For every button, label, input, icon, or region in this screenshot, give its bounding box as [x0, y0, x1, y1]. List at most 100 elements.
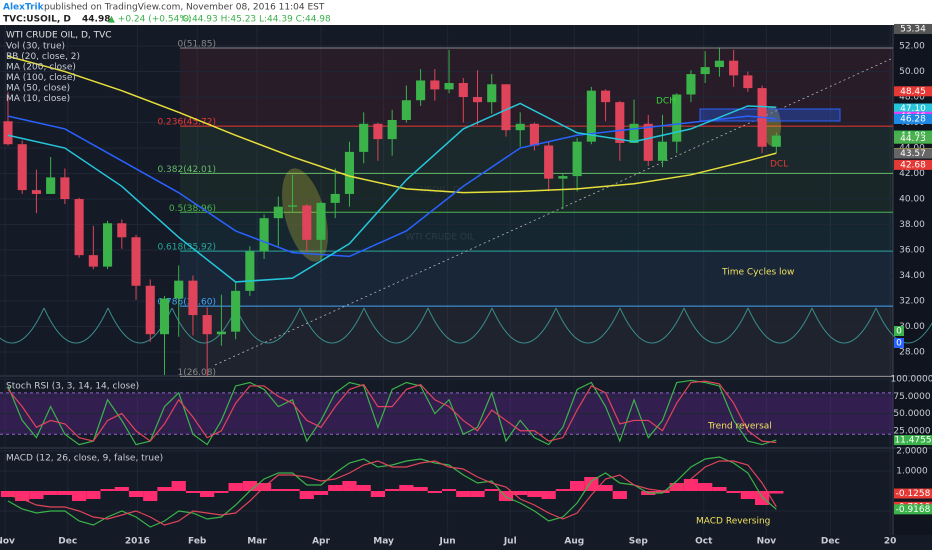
annotation: DCL	[770, 160, 788, 170]
time-cycle	[43, 307, 109, 344]
price-label-box	[894, 23, 932, 34]
fib-label: 0.618(35.92)	[157, 243, 216, 253]
histogram-bar	[712, 487, 727, 491]
indicator-label: MA (200, close)	[6, 63, 76, 73]
x-tick-label: Apr	[312, 537, 330, 547]
histogram-bar	[128, 491, 144, 497]
x-tick-label: Jun	[439, 537, 456, 547]
histogram-bar	[71, 491, 87, 501]
candle-body	[88, 255, 98, 267]
histogram-bar	[470, 491, 485, 497]
candle-body	[245, 251, 255, 291]
histogram-bar	[754, 491, 770, 505]
time-cycle	[555, 307, 621, 344]
histogram-bar	[356, 485, 371, 491]
histogram-bar	[726, 491, 741, 493]
change: ▲ +0.24 (+0.54%)	[108, 15, 191, 25]
candle-body	[743, 75, 753, 89]
histogram-bar	[683, 479, 699, 491]
candle-body	[544, 145, 554, 179]
candle-body	[31, 190, 41, 194]
candle-body	[643, 123, 653, 161]
histogram-bar	[285, 489, 300, 491]
price-label-box	[894, 86, 932, 97]
histogram-bar	[114, 487, 129, 491]
y-tick-label: 30.00	[899, 322, 925, 332]
fib-label: 0.5(38.96)	[169, 204, 216, 214]
y-tick-label: 1.0000	[896, 467, 928, 477]
candle-body	[159, 298, 170, 335]
time-cycle	[363, 307, 429, 344]
histogram-bar	[413, 487, 428, 491]
annotation: DCH	[656, 97, 676, 107]
histogram-bar	[185, 491, 201, 493]
candle-body	[700, 67, 710, 75]
value-label-box	[894, 504, 932, 515]
candle-body	[60, 177, 70, 200]
indicator-label: BB (20, close, 2)	[6, 52, 80, 62]
y-tick-label: 36.00	[899, 246, 925, 256]
histogram-bar	[612, 491, 627, 499]
time-cycle	[683, 307, 749, 344]
histogram-bar	[698, 483, 713, 491]
candle-body	[259, 218, 269, 252]
histogram-bar	[43, 491, 58, 495]
histogram-bar	[171, 481, 186, 491]
price-label: 46.28	[900, 114, 926, 124]
candle-body	[686, 74, 696, 95]
candle-body	[672, 94, 682, 142]
candle-body	[131, 237, 141, 286]
candle-body	[174, 280, 184, 299]
author[interactable]: AlexTrik	[3, 3, 45, 13]
header-bg	[0, 0, 932, 25]
indicator-line	[7, 456, 777, 528]
histogram-bar	[328, 485, 343, 491]
volume-label: 0	[896, 327, 902, 337]
x-tick-label: 2016	[125, 537, 150, 547]
x-tick-label: Nov	[0, 537, 15, 547]
price-label: 53.34	[900, 24, 926, 34]
histogram-bar	[541, 491, 556, 499]
x-tick-label: 20	[884, 537, 897, 547]
candle-body	[401, 100, 411, 120]
x-tick-label: Aug	[564, 537, 584, 547]
fib-zone	[180, 47, 893, 127]
price-label-box	[894, 103, 932, 114]
value-label: -0.1258	[896, 489, 931, 499]
histogram-bar	[740, 491, 755, 499]
value-label: -0.9168	[896, 505, 931, 515]
x-tick-label: Nov	[757, 537, 777, 547]
candle-body	[74, 199, 84, 256]
histogram-bar	[669, 483, 684, 491]
moving-average	[7, 55, 777, 194]
histogram-bar	[370, 491, 386, 497]
histogram-bar	[385, 489, 400, 491]
annotation: Time Cycles low	[721, 268, 794, 278]
price-label-box	[894, 148, 932, 159]
watermark-description: WTI CRUDE OIL	[405, 233, 474, 243]
panel-title: Stoch RSI (3, 3, 14, 14, close)	[6, 382, 139, 392]
x-tick-label: May	[373, 537, 394, 547]
indicator-label: Vol (30, true)	[6, 42, 65, 52]
moving-average	[7, 102, 777, 283]
y-tick-label: 48.00	[899, 93, 925, 103]
last-price: 44.98	[82, 15, 110, 25]
y-tick-label: 2.0000	[896, 447, 928, 457]
price-label: 48.45	[900, 87, 926, 97]
candle-body	[501, 84, 511, 131]
annotation: Trend reversal	[707, 422, 772, 432]
histogram-bar	[769, 491, 784, 494]
value-label: 11.4755	[894, 436, 931, 446]
histogram-bar	[143, 491, 158, 501]
y-tick-label: 42.00	[899, 169, 925, 179]
candle-body	[330, 193, 340, 203]
x-tick-label: Dec	[58, 537, 77, 547]
price-label: 43.57	[900, 149, 926, 159]
candle-body	[729, 60, 739, 76]
candle-body	[387, 119, 397, 140]
histogram-bar	[100, 489, 115, 491]
histogram-bar	[484, 489, 499, 491]
histogram-bar	[342, 481, 357, 491]
